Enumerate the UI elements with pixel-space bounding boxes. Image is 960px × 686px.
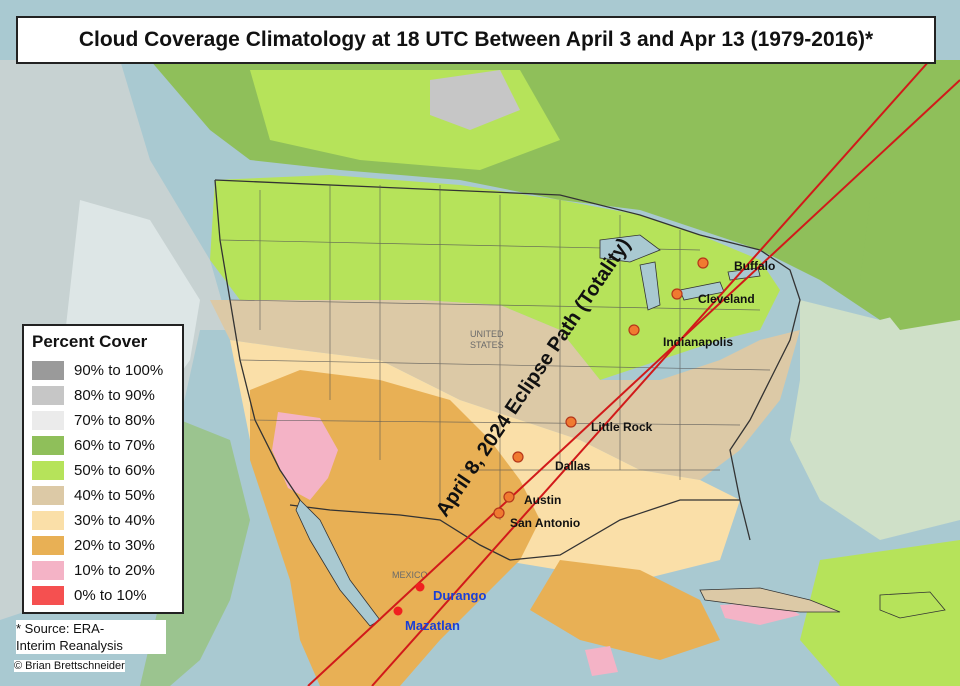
legend-swatch bbox=[32, 536, 64, 555]
city-dot-buffalo bbox=[697, 257, 709, 269]
city-dot-durango bbox=[415, 582, 425, 592]
city-label-cleveland: Cleveland bbox=[698, 292, 755, 306]
city-label-austin: Austin bbox=[524, 493, 561, 507]
city-dot-austin bbox=[503, 491, 515, 503]
legend-label: 60% to 70% bbox=[74, 437, 155, 454]
city-label-indianapolis: Indianapolis bbox=[663, 335, 733, 349]
map-label-united: UNITED bbox=[470, 329, 504, 339]
atlantic-green bbox=[790, 300, 960, 540]
map-label-mexico: MEXICO bbox=[392, 570, 428, 580]
caribbean-green bbox=[800, 540, 960, 686]
city-label-durango: Durango bbox=[433, 588, 487, 603]
legend: Percent Cover 90% to 100% 80% to 90% 70% t… bbox=[22, 324, 184, 614]
legend-row: 0% to 10% bbox=[32, 583, 174, 608]
legend-label: 30% to 40% bbox=[74, 512, 155, 529]
eclipse-path-north-limit bbox=[371, 59, 931, 686]
city-dot-cleveland bbox=[671, 288, 683, 300]
atlantic-dark-green bbox=[860, 170, 960, 330]
city-label-buffalo: Buffalo bbox=[734, 259, 775, 273]
city-markers bbox=[393, 257, 709, 616]
source-note: * Source: ERA- Interim Reanalysis bbox=[16, 620, 166, 654]
legend-row: 40% to 50% bbox=[32, 483, 174, 508]
legend-swatch bbox=[32, 511, 64, 530]
legend-label: 70% to 80% bbox=[74, 412, 155, 429]
legend-swatch bbox=[32, 436, 64, 455]
legend-swatch bbox=[32, 411, 64, 430]
gulf-of-california bbox=[295, 499, 381, 627]
legend-swatch bbox=[32, 461, 64, 480]
legend-rows: 90% to 100% 80% to 90% 70% to 80% 60% to 70… bbox=[32, 358, 174, 608]
city-label-little-rock: Little Rock bbox=[591, 420, 653, 434]
legend-label: 0% to 10% bbox=[74, 587, 147, 604]
map-title: Cloud Coverage Climatology at 18 UTC Bet… bbox=[78, 28, 874, 51]
city-label-mazatlan: Mazatlan bbox=[405, 618, 460, 633]
legend-row: 10% to 20% bbox=[32, 558, 174, 583]
legend-label: 40% to 50% bbox=[74, 487, 155, 504]
great-lakes bbox=[599, 234, 761, 311]
legend-title: Percent Cover bbox=[32, 332, 148, 351]
copyright: © Brian Brettschneider bbox=[14, 660, 125, 672]
hispaniola bbox=[879, 591, 946, 619]
legend-row: 50% to 60% bbox=[32, 458, 174, 483]
legend-swatch bbox=[32, 386, 64, 405]
legend-label: 10% to 20% bbox=[74, 562, 155, 579]
city-dot-mazatlan bbox=[393, 606, 403, 616]
legend-label: 20% to 30% bbox=[74, 537, 155, 554]
legend-swatch bbox=[32, 361, 64, 380]
legend-label: 80% to 90% bbox=[74, 387, 155, 404]
legend-row: 60% to 70% bbox=[32, 433, 174, 458]
city-dot-dallas bbox=[512, 451, 524, 463]
city-label-san-antonio: San Antonio bbox=[510, 516, 580, 530]
map-label-states: STATES bbox=[470, 340, 504, 350]
city-dot-little-rock bbox=[565, 416, 577, 428]
legend-label: 90% to 100% bbox=[74, 362, 164, 379]
source-line-1: * Source: ERA- bbox=[16, 621, 105, 636]
title-box: Cloud Coverage Climatology at 18 UTC Bet… bbox=[16, 16, 936, 64]
pacific-green-strip bbox=[140, 420, 250, 686]
legend-swatch bbox=[32, 486, 64, 505]
central-tan-band bbox=[210, 300, 800, 480]
pink-region-southwest bbox=[272, 412, 338, 500]
source-line-2: Interim Reanalysis bbox=[16, 638, 123, 653]
legend-row: 70% to 80% bbox=[32, 408, 174, 433]
legend-label: 50% to 60% bbox=[74, 462, 155, 479]
legend-row: 80% to 90% bbox=[32, 383, 174, 408]
city-dot-indianapolis bbox=[628, 324, 640, 336]
cuba bbox=[699, 587, 841, 613]
city-labels: Buffalo Cleveland Indianapolis Little Ro… bbox=[405, 259, 775, 633]
legend-row: 90% to 100% bbox=[32, 358, 174, 383]
legend-row: 30% to 40% bbox=[32, 508, 174, 533]
legend-row: 20% to 30% bbox=[32, 533, 174, 558]
pink-region-mexico bbox=[585, 646, 618, 676]
legend-swatch bbox=[32, 586, 64, 605]
city-dot-san-antonio bbox=[493, 507, 505, 519]
city-label-dallas: Dallas bbox=[555, 459, 591, 473]
legend-swatch bbox=[32, 561, 64, 580]
canada-gray-patch bbox=[430, 70, 520, 130]
gulf-orange bbox=[530, 560, 720, 660]
